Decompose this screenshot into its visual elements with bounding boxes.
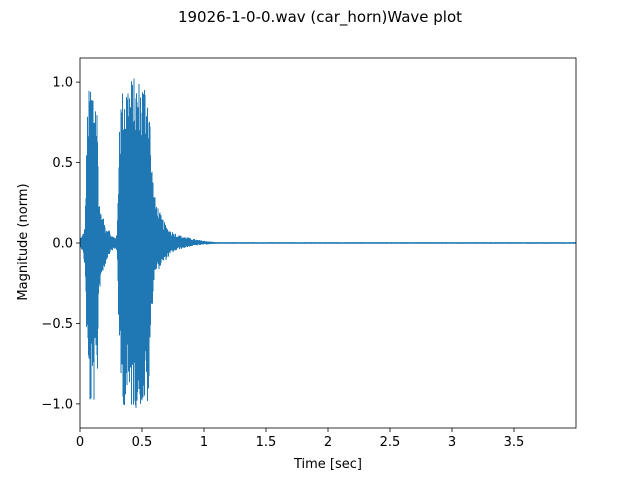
x-axis-label: Time [sec] <box>293 457 362 472</box>
x-axis: 0 0.5 1 1.5 2 2.5 3 3.5 <box>76 428 524 450</box>
x-tick-label: 0 <box>76 435 84 450</box>
y-tick-label: −1.0 <box>41 397 73 412</box>
x-tick-label: 1 <box>200 435 208 450</box>
x-tick-label: 3 <box>448 435 456 450</box>
x-tick-label: 2 <box>324 435 332 450</box>
x-tick-label: 0.5 <box>132 435 153 450</box>
x-tick-label: 2.5 <box>380 435 401 450</box>
y-axis-label: Magnitude (norm) <box>16 183 31 300</box>
x-tick-label: 3.5 <box>504 435 525 450</box>
y-tick-label: 0.0 <box>52 237 73 252</box>
y-tick-label: 0.5 <box>52 156 73 171</box>
y-tick-label: 1.0 <box>52 76 73 91</box>
y-tick-label: −0.5 <box>41 317 73 332</box>
chart-title: 19026-1-0-0.wav (car_horn)Wave plot <box>178 8 462 27</box>
y-axis: 1.0 0.5 0.0 −0.5 −1.0 <box>41 76 80 412</box>
x-tick-label: 1.5 <box>256 435 277 450</box>
